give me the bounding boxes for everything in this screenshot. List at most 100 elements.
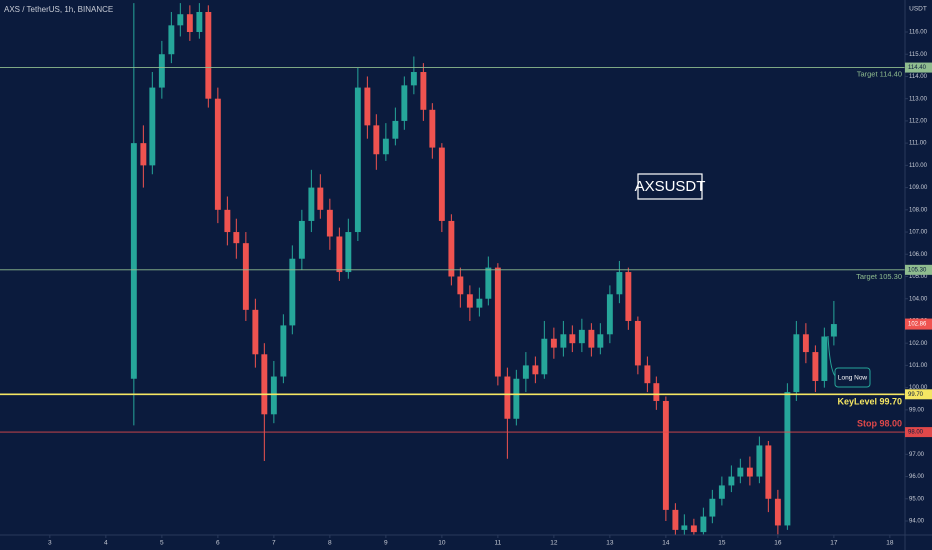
candle-body bbox=[289, 258, 296, 326]
candle-body bbox=[168, 25, 175, 55]
candle-body bbox=[718, 485, 725, 499]
chart-title: AXS / TetherUS, 1h, BINANCE bbox=[4, 5, 113, 14]
price-axis-bg bbox=[905, 0, 932, 550]
candle-body bbox=[569, 334, 576, 344]
candle-body bbox=[821, 336, 828, 381]
level-tag bbox=[905, 62, 932, 73]
x-tick-label: 13 bbox=[606, 540, 614, 547]
x-tick-label: 7 bbox=[272, 540, 276, 547]
y-tick-label: 100.00 bbox=[909, 385, 928, 391]
candle-body bbox=[588, 329, 595, 348]
candle-body bbox=[532, 365, 539, 375]
candle-body bbox=[466, 294, 473, 308]
candle-body bbox=[756, 445, 763, 477]
candle-body bbox=[606, 294, 613, 335]
x-tick-label: 14 bbox=[662, 540, 670, 547]
candle-body bbox=[270, 376, 277, 415]
candle-body bbox=[541, 338, 548, 375]
y-tick-label: 106.00 bbox=[909, 252, 928, 258]
callout-box bbox=[834, 367, 871, 388]
level-text: Target 114.40 bbox=[857, 70, 902, 79]
y-tick-label: 95.00 bbox=[909, 496, 925, 502]
time-axis-bg bbox=[0, 535, 905, 550]
level-text: Stop 98.00 bbox=[857, 418, 902, 428]
candle-body bbox=[802, 334, 809, 353]
candle-body bbox=[644, 365, 651, 384]
candle-body bbox=[336, 236, 343, 273]
candle-body bbox=[578, 329, 585, 344]
candle-body bbox=[784, 392, 791, 526]
candle-body bbox=[662, 400, 669, 510]
candle-body bbox=[214, 98, 221, 210]
level-tag-label: 98.00 bbox=[908, 430, 924, 436]
candle-body bbox=[672, 509, 679, 530]
y-tick-label: 105.00 bbox=[909, 274, 928, 280]
candle-body bbox=[476, 298, 483, 308]
candle-body bbox=[700, 516, 707, 533]
candle-body bbox=[485, 267, 492, 299]
x-tick-label: 9 bbox=[384, 540, 388, 547]
candle-body bbox=[653, 383, 660, 401]
candle-body bbox=[774, 498, 781, 526]
candle-body bbox=[196, 12, 203, 33]
x-tick-label: 8 bbox=[328, 540, 332, 547]
x-tick-label: 12 bbox=[550, 540, 558, 547]
candle-body bbox=[149, 87, 156, 166]
candle-body bbox=[177, 14, 184, 26]
level-text: Target 105.30 bbox=[856, 272, 902, 281]
candle-body bbox=[158, 54, 165, 88]
candle-body bbox=[317, 187, 324, 210]
x-tick-label: 6 bbox=[216, 540, 220, 547]
candle-body bbox=[457, 276, 464, 295]
candle-body bbox=[364, 87, 371, 126]
candle-body bbox=[494, 267, 501, 377]
candle-body bbox=[448, 220, 455, 277]
y-tick-label: 104.00 bbox=[909, 296, 928, 302]
x-tick-label: 5 bbox=[160, 540, 164, 547]
y-tick-label: 108.00 bbox=[909, 207, 928, 213]
candle-body bbox=[261, 354, 268, 415]
x-tick-label: 18 bbox=[886, 540, 894, 547]
candle-body bbox=[326, 209, 333, 237]
x-tick-label: 10 bbox=[438, 540, 446, 547]
candle-body bbox=[560, 334, 567, 348]
candle-body bbox=[140, 143, 147, 166]
candle-body bbox=[765, 445, 772, 499]
x-tick-label: 16 bbox=[774, 540, 782, 547]
candle-body bbox=[382, 138, 389, 155]
candle-body bbox=[420, 72, 427, 110]
candle-body bbox=[746, 467, 753, 477]
candle-body bbox=[242, 243, 249, 310]
x-tick-label: 4 bbox=[104, 540, 108, 547]
candle-body bbox=[392, 120, 399, 139]
y-tick-label: 113.00 bbox=[909, 96, 928, 102]
level-tag bbox=[905, 427, 932, 438]
callout-text: Long Now bbox=[838, 375, 868, 382]
candle-body bbox=[634, 320, 641, 366]
x-tick-label: 11 bbox=[494, 540, 501, 547]
candle-body bbox=[252, 309, 259, 355]
candle-body bbox=[438, 147, 445, 221]
y-tick-label: 97.00 bbox=[909, 452, 925, 458]
candle-body bbox=[298, 220, 305, 259]
y-tick-label: 96.00 bbox=[909, 474, 925, 480]
x-tick-label: 3 bbox=[48, 540, 52, 547]
candle-body bbox=[233, 232, 240, 244]
level-tag bbox=[905, 389, 932, 400]
candle-body bbox=[793, 334, 800, 393]
y-tick-label: 102.00 bbox=[909, 341, 928, 347]
candle-body bbox=[681, 525, 688, 530]
level-tag-label: 114.40 bbox=[908, 65, 927, 71]
level-tag bbox=[905, 264, 932, 275]
axes: 94.00 95.00 96.00 97.00 98.00 99.00 100.00 101.… bbox=[48, 30, 932, 547]
candle-body bbox=[345, 232, 352, 273]
y-tick-label: 107.00 bbox=[909, 230, 928, 236]
y-tick-label: 110.00 bbox=[909, 163, 928, 169]
candle-body bbox=[597, 334, 604, 348]
candle-body bbox=[737, 467, 744, 477]
y-tick-label: 94.00 bbox=[909, 519, 925, 525]
candle-body bbox=[280, 325, 287, 377]
y-tick-label: 109.00 bbox=[909, 185, 928, 191]
